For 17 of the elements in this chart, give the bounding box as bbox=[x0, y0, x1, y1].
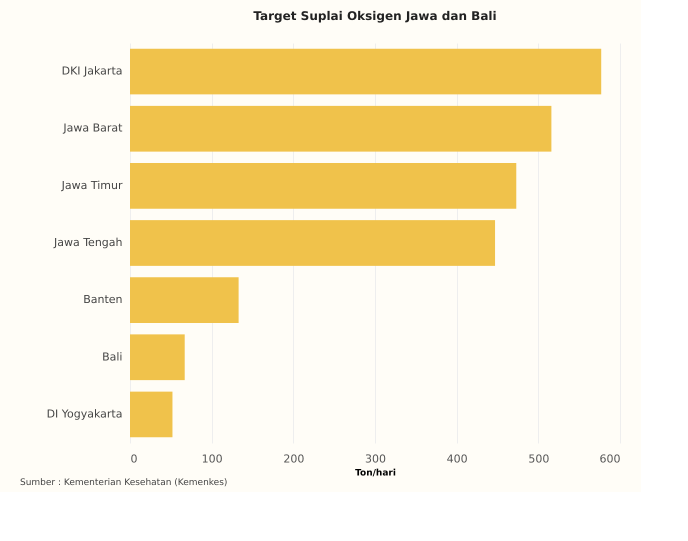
x-tick-label: 200 bbox=[283, 452, 304, 466]
x-tick-label: 500 bbox=[528, 452, 550, 466]
y-tick-label: Jawa Timur bbox=[60, 178, 123, 192]
y-tick-label: Jawa Tengah bbox=[52, 236, 123, 249]
x-tick-label: 100 bbox=[202, 452, 223, 466]
x-tick-label: 600 bbox=[600, 452, 620, 466]
x-tick-label: 300 bbox=[365, 452, 386, 466]
y-tick-label: Bali bbox=[102, 350, 122, 364]
y-tick-label: DKI Jakarta bbox=[62, 64, 122, 78]
y-tick-label: DI Yogyakarta bbox=[46, 407, 122, 420]
x-tick-label: 400 bbox=[446, 452, 468, 466]
text: Sumber : Kementerian Kesehatan (Kemenkes) bbox=[20, 478, 228, 488]
y-tick-label: Banten bbox=[83, 293, 123, 306]
x-axis-title: Ton/hari bbox=[355, 468, 396, 478]
chart-title: Target Suplai Oksigen Jawa dan Bali bbox=[253, 9, 497, 23]
x-tick-label: 0 bbox=[130, 452, 138, 466]
y-tick-label: Jawa Barat bbox=[62, 122, 124, 135]
